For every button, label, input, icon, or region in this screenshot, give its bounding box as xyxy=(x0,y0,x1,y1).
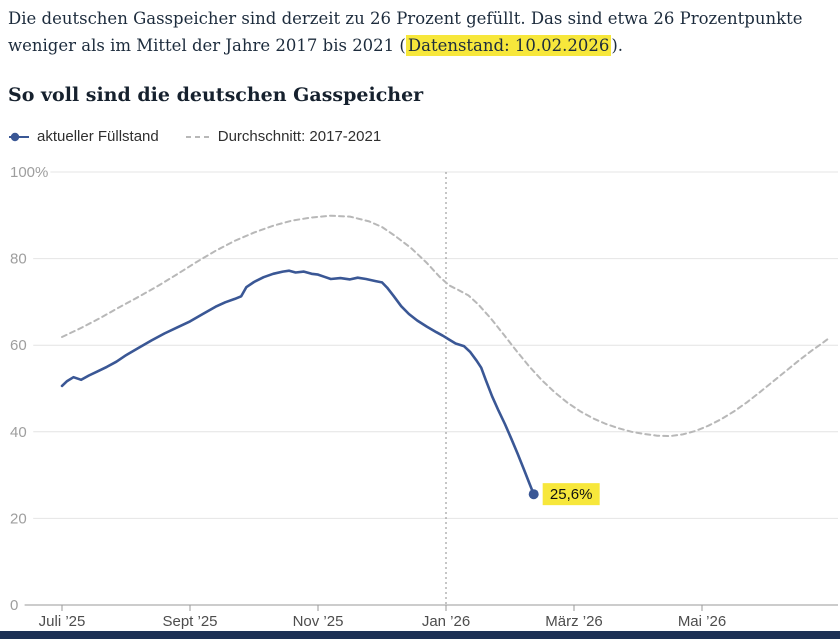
data-date-highlight: Datenstand: 10.02.2026 xyxy=(405,34,612,56)
value-annotation-highlight xyxy=(542,483,600,506)
y-axis-label: 0 xyxy=(10,597,18,614)
chart-title: So voll sind die deutschen Gasspeicher xyxy=(8,84,424,106)
chart-legend: aktueller Füllstand Durchschnitt: 2017-2… xyxy=(8,128,381,145)
intro-line1: Die deutschen Gasspeicher sind derzeit z… xyxy=(8,9,803,28)
y-axis-label: 80 xyxy=(10,251,27,268)
y-axis-label: 40 xyxy=(10,424,27,441)
value-annotation-label: 25,6% xyxy=(550,486,593,503)
x-axis-label: Mai ’26 xyxy=(678,613,726,630)
x-axis-label: Jan ’26 xyxy=(422,613,470,630)
intro-line2-suffix: ). xyxy=(611,35,624,55)
x-axis-label: März ’26 xyxy=(545,613,603,630)
y-axis-label: 20 xyxy=(10,510,27,527)
bottom-page-divider xyxy=(0,631,840,639)
legend-label-current: aktueller Füllstand xyxy=(37,128,159,145)
legend-item-current-level: aktueller Füllstand xyxy=(8,128,159,145)
latest-value-dot xyxy=(528,489,539,500)
line-dot-icon xyxy=(9,132,29,141)
y-axis-label: 100% xyxy=(10,164,48,181)
average-series-line xyxy=(61,214,831,438)
intro-paragraph: Die deutschen Gasspeicher sind derzeit z… xyxy=(8,6,832,59)
x-axis-label: Juli ’25 xyxy=(39,613,86,630)
y-axis-label: 60 xyxy=(10,337,27,354)
intro-line2-prefix: weniger als im Mittel der Jahre 2017 bis… xyxy=(8,35,406,55)
current-series-line xyxy=(60,269,536,496)
legend-item-average: Durchschnitt: 2017-2021 xyxy=(185,128,381,145)
legend-label-average: Durchschnitt: 2017-2021 xyxy=(217,128,382,145)
x-axis-label: Nov ’25 xyxy=(293,613,344,630)
dashed-line-icon xyxy=(185,135,210,138)
x-axis-label: Sept ’25 xyxy=(162,613,217,630)
